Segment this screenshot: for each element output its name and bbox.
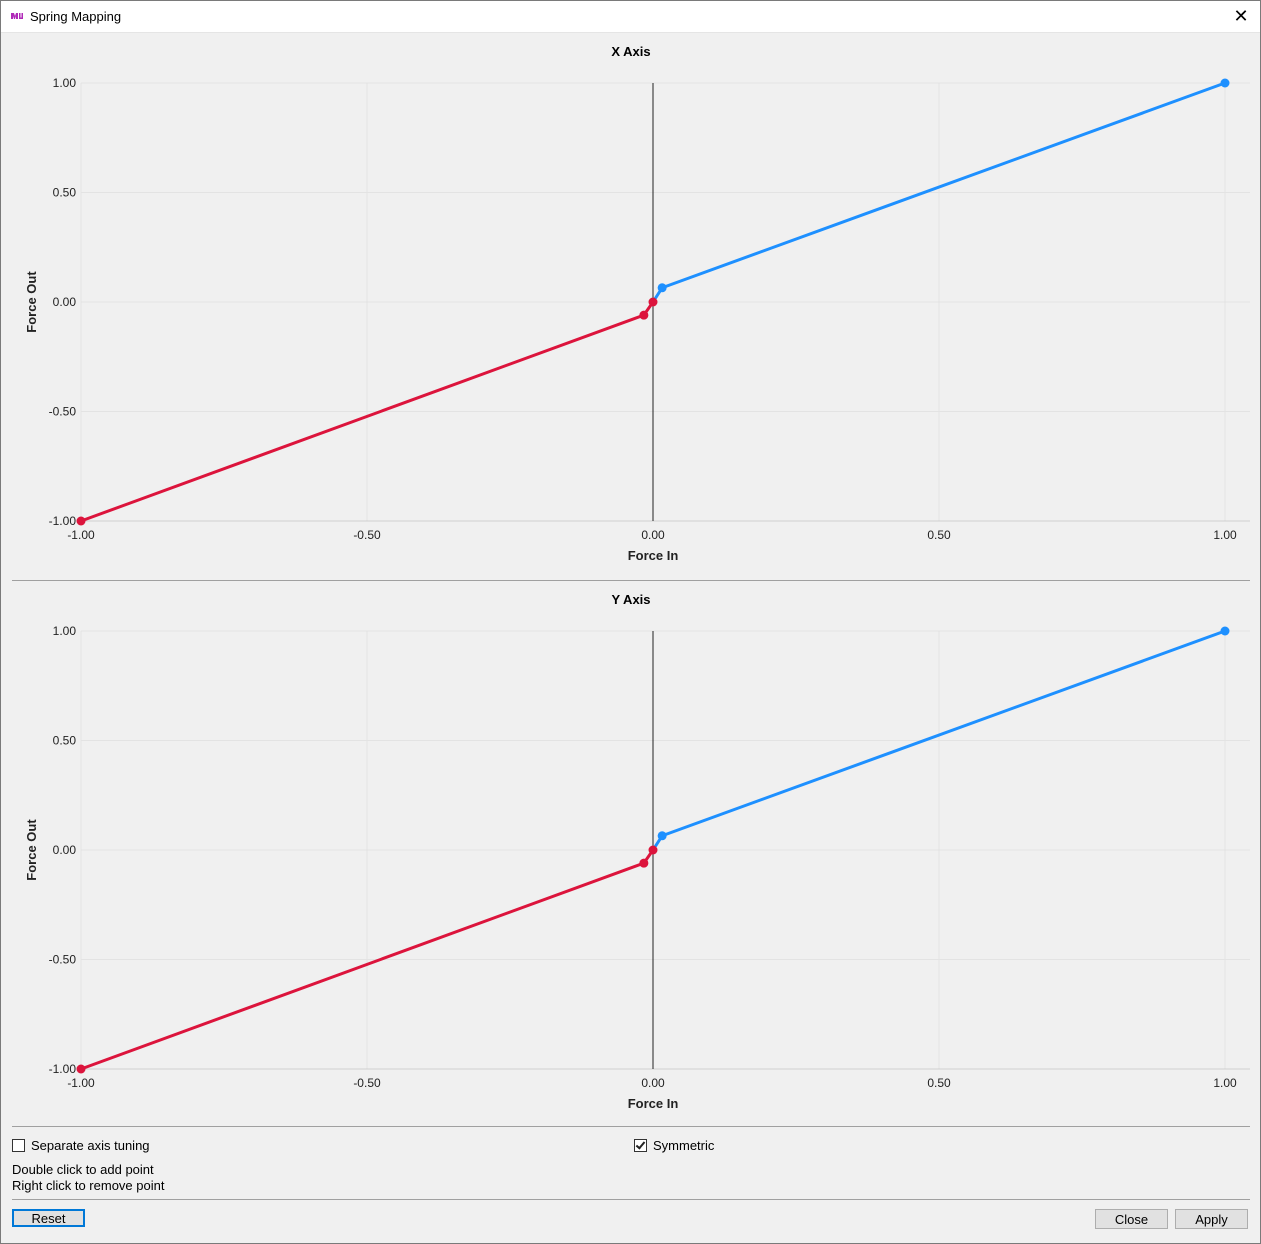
x-tick-label: -0.50 bbox=[353, 1076, 381, 1090]
y-tick-label: -1.00 bbox=[49, 1062, 77, 1076]
chart-separator bbox=[12, 580, 1250, 581]
y-tick-label: 0.00 bbox=[53, 295, 77, 309]
x-axis-label: Force In bbox=[628, 1096, 679, 1111]
control-point[interactable] bbox=[639, 310, 649, 320]
close-button[interactable]: Close bbox=[1095, 1209, 1168, 1229]
control-point[interactable] bbox=[639, 858, 649, 868]
symmetric-box[interactable] bbox=[634, 1139, 647, 1152]
chart-title: Y Axis bbox=[611, 592, 650, 607]
x-tick-label: -0.50 bbox=[353, 528, 381, 542]
x-tick-label: 0.50 bbox=[927, 1076, 951, 1090]
y-tick-label: -0.50 bbox=[49, 405, 77, 419]
buttons-separator bbox=[12, 1199, 1250, 1200]
separate-axis-box[interactable] bbox=[12, 1139, 25, 1152]
y-tick-label: -0.50 bbox=[49, 953, 77, 967]
close-window-icon[interactable]: ✕ bbox=[1233, 6, 1249, 26]
title-bar: Spring Mapping ✕ bbox=[1, 1, 1260, 33]
control-point[interactable] bbox=[648, 297, 658, 307]
apply-button[interactable]: Apply bbox=[1175, 1209, 1248, 1229]
symmetric-checkbox[interactable]: Symmetric bbox=[634, 1138, 714, 1153]
y-tick-label: 0.50 bbox=[53, 734, 77, 748]
control-point[interactable] bbox=[1220, 626, 1230, 636]
control-point[interactable] bbox=[648, 845, 658, 855]
x-tick-label: -1.00 bbox=[67, 1076, 95, 1090]
x-tick-label: 1.00 bbox=[1213, 528, 1237, 542]
x-tick-label: -1.00 bbox=[67, 528, 95, 542]
y-axis-label: Force Out bbox=[24, 819, 39, 881]
y-tick-label: 0.00 bbox=[53, 843, 77, 857]
x-tick-label: 0.00 bbox=[641, 528, 665, 542]
x-axis-label: Force In bbox=[628, 548, 679, 563]
y-tick-label: 0.50 bbox=[53, 186, 77, 200]
x-tick-label: 0.00 bbox=[641, 1076, 665, 1090]
control-point[interactable] bbox=[657, 283, 667, 293]
control-point[interactable] bbox=[657, 831, 667, 841]
y-tick-label: 1.00 bbox=[53, 76, 77, 90]
hint-add-point: Double click to add point bbox=[12, 1162, 154, 1177]
control-point[interactable] bbox=[1220, 78, 1230, 88]
control-point[interactable] bbox=[76, 1064, 86, 1074]
x-tick-label: 0.50 bbox=[927, 528, 951, 542]
window-title: Spring Mapping bbox=[30, 9, 122, 24]
y-axis-chart[interactable]: Y Axis -1.00 -0.50 0.00 0.50 1.00 1.00 0.50 0.00… bbox=[1, 581, 1260, 1119]
separate-axis-label: Separate axis tuning bbox=[31, 1138, 150, 1153]
hint-remove-point: Right click to remove point bbox=[12, 1178, 165, 1193]
app-logo-icon bbox=[10, 12, 24, 20]
y-tick-label: -1.00 bbox=[49, 514, 77, 528]
x-axis-chart[interactable]: X Axis -1.00 -0.50 0.00 0.50 1.00 1.00 0.50 0.00… bbox=[1, 33, 1260, 573]
options-separator bbox=[12, 1126, 1250, 1127]
symmetric-label: Symmetric bbox=[653, 1138, 715, 1153]
x-tick-label: 1.00 bbox=[1213, 1076, 1237, 1090]
y-axis-label: Force Out bbox=[24, 271, 39, 333]
control-point[interactable] bbox=[76, 516, 86, 526]
separate-axis-checkbox[interactable]: Separate axis tuning bbox=[12, 1138, 150, 1153]
reset-button[interactable]: Reset bbox=[12, 1209, 85, 1227]
y-tick-label: 1.00 bbox=[53, 624, 77, 638]
chart-title: X Axis bbox=[611, 44, 650, 59]
